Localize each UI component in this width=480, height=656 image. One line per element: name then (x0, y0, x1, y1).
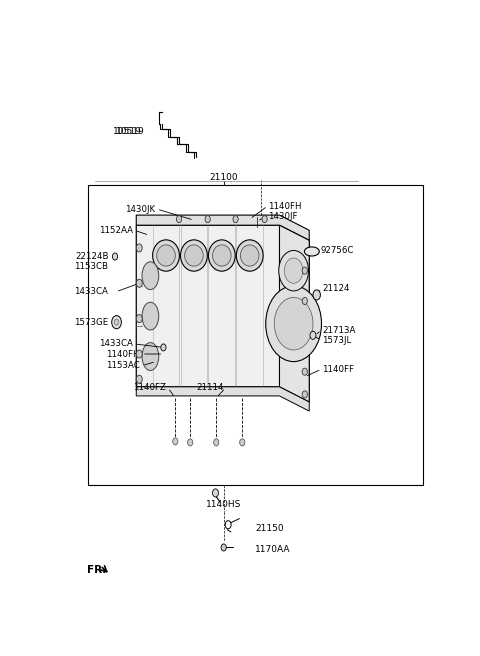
Bar (88, 185, 423, 485)
Text: 1170AA: 1170AA (255, 545, 291, 554)
Text: 1140FZ: 1140FZ (133, 383, 166, 392)
Polygon shape (279, 225, 309, 402)
Circle shape (177, 216, 181, 222)
Circle shape (205, 216, 210, 222)
Polygon shape (136, 215, 309, 240)
Text: 1430JF: 1430JF (268, 212, 298, 220)
Circle shape (233, 216, 238, 222)
Circle shape (313, 290, 321, 300)
Text: 92756C: 92756C (321, 246, 354, 255)
Circle shape (302, 391, 307, 398)
Ellipse shape (208, 240, 235, 271)
Circle shape (266, 286, 322, 361)
Circle shape (114, 319, 119, 325)
Text: FR.: FR. (87, 565, 106, 575)
Ellipse shape (185, 245, 203, 266)
Text: 21114: 21114 (196, 383, 224, 392)
Circle shape (302, 267, 307, 274)
Text: 1430JK: 1430JK (125, 205, 155, 214)
Text: 1433CA: 1433CA (74, 287, 108, 297)
Circle shape (136, 244, 142, 252)
Circle shape (136, 315, 142, 323)
Circle shape (173, 438, 178, 445)
Ellipse shape (156, 245, 175, 266)
Text: 10519: 10519 (116, 127, 145, 136)
Text: 21713A: 21713A (322, 326, 356, 335)
Ellipse shape (240, 245, 259, 266)
Text: 1573JL: 1573JL (322, 336, 351, 345)
Ellipse shape (236, 240, 263, 271)
Text: 1140FF: 1140FF (322, 365, 354, 374)
Circle shape (310, 331, 316, 339)
Polygon shape (136, 225, 309, 402)
Ellipse shape (304, 247, 319, 256)
Ellipse shape (180, 240, 207, 271)
Ellipse shape (213, 245, 231, 266)
Text: 1153CB: 1153CB (74, 262, 108, 271)
Ellipse shape (142, 302, 159, 330)
Circle shape (188, 439, 193, 446)
Circle shape (161, 344, 166, 351)
Circle shape (213, 489, 218, 497)
Polygon shape (136, 387, 309, 411)
Text: 1140FH: 1140FH (107, 350, 140, 359)
Text: 22124B: 22124B (75, 252, 108, 261)
Text: 21150: 21150 (255, 523, 284, 533)
Text: 21100: 21100 (209, 173, 238, 182)
Ellipse shape (142, 262, 159, 289)
Circle shape (221, 544, 226, 551)
Circle shape (136, 375, 142, 383)
Circle shape (302, 297, 307, 304)
Circle shape (302, 368, 307, 375)
Text: 21124: 21124 (322, 284, 350, 293)
Circle shape (240, 439, 245, 446)
Text: 1573GE: 1573GE (74, 318, 108, 327)
Text: 1140FH: 1140FH (268, 201, 302, 211)
Circle shape (279, 251, 309, 291)
Circle shape (262, 216, 267, 222)
Text: 1433CA: 1433CA (99, 339, 132, 348)
Ellipse shape (142, 342, 159, 371)
Text: 1140HS: 1140HS (206, 499, 241, 508)
Text: 10519: 10519 (113, 127, 142, 136)
Circle shape (284, 258, 303, 283)
Ellipse shape (153, 240, 180, 271)
Circle shape (112, 316, 121, 329)
Circle shape (112, 253, 118, 260)
Circle shape (136, 279, 142, 287)
Circle shape (274, 297, 313, 350)
Text: 1152AA: 1152AA (98, 226, 132, 235)
Circle shape (136, 350, 142, 358)
Circle shape (214, 439, 219, 446)
Text: 1153AC: 1153AC (106, 361, 140, 370)
